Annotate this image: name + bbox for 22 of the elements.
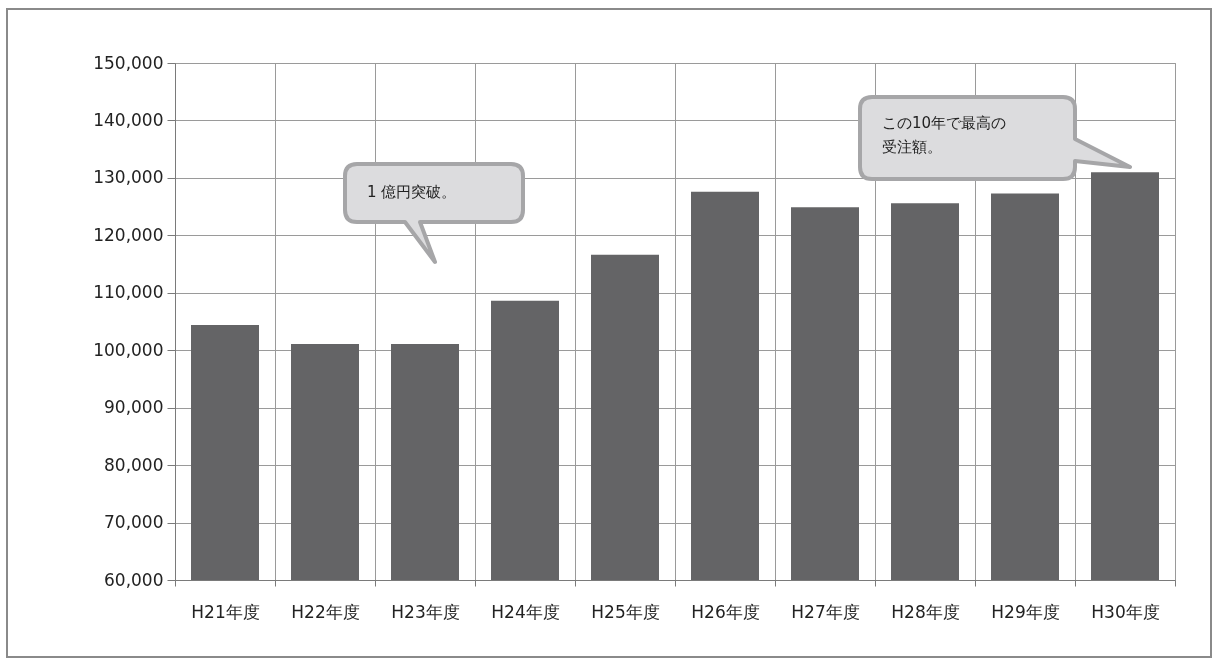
x-tick-label: H28年度 [891, 601, 960, 622]
x-tick-label: H21年度 [191, 601, 260, 622]
x-tick-label: H23年度 [391, 601, 460, 622]
x-tick-label: H29年度 [991, 601, 1060, 622]
y-tick-label: 150,000 [93, 52, 164, 73]
y-tick-label: 60,000 [104, 569, 164, 590]
x-tick-label: H27年度 [791, 601, 860, 622]
annotation: 1 億円突破。 [367, 182, 457, 204]
x-tick-label: H22年度 [291, 601, 360, 622]
y-tick-label: 100,000 [93, 339, 164, 360]
y-tick-label: 110,000 [93, 282, 164, 303]
annotation: この10年で最高の受注額。 [882, 112, 1008, 158]
x-tick-label: H26年度 [691, 601, 760, 622]
x-tick-label: H30年度 [1091, 601, 1160, 622]
y-tick-label: 70,000 [104, 512, 164, 533]
y-tick-label: 80,000 [104, 454, 164, 475]
x-tick-label: H24年度 [491, 601, 560, 622]
y-tick-label: 90,000 [104, 397, 164, 418]
x-tick-label: H25年度 [591, 601, 660, 622]
y-tick-label: 140,000 [93, 109, 164, 130]
y-tick-label: 130,000 [93, 167, 164, 188]
y-tick-label: 120,000 [93, 224, 164, 245]
